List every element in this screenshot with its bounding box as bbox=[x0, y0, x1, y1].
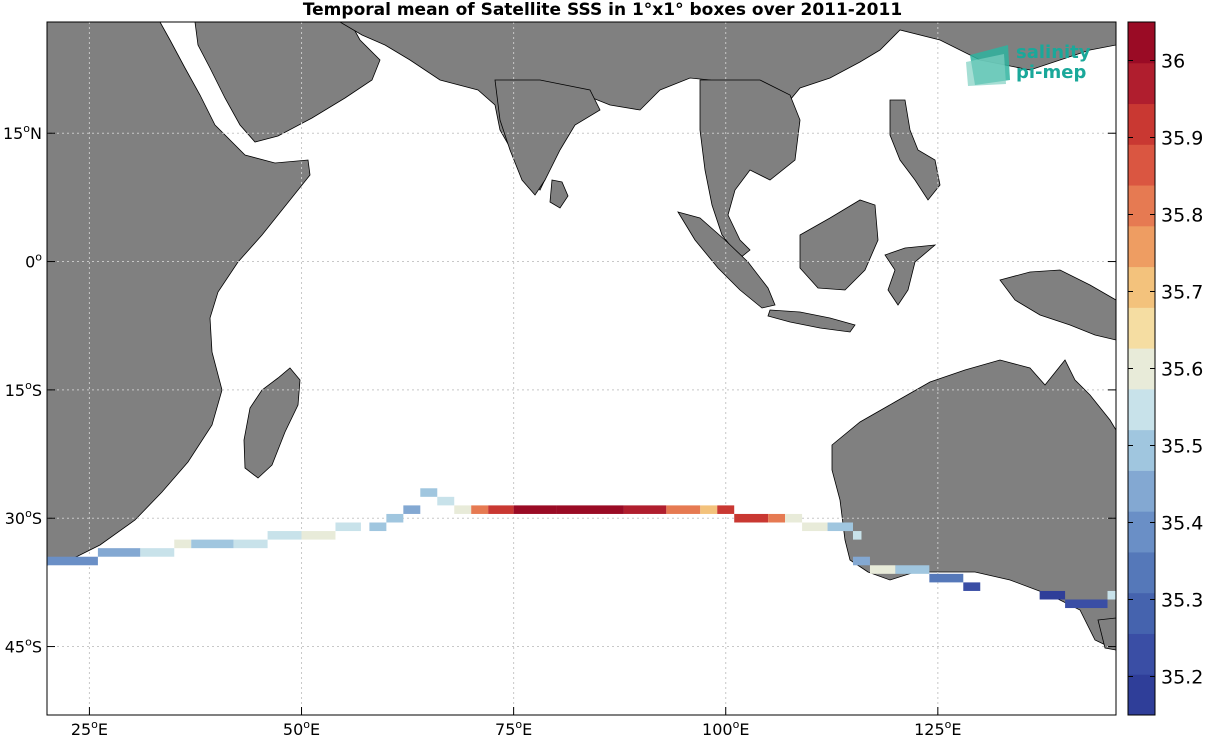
colorbar: 35.2 35.3 35.4 35.5 35.6 35.7 35.8 35.9 36 bbox=[1127, 21, 1203, 716]
axis-labels: 25oE 50oE 75oE 100oE 125oE 15oN 0o 15oS 30oS 45oS bbox=[3, 122, 1116, 739]
colorbar-tick-label: 35.8 bbox=[1161, 205, 1203, 227]
sss-cell bbox=[191, 539, 234, 549]
colorbar-band bbox=[1128, 22, 1155, 64]
land-india bbox=[494, 79, 601, 196]
lon-tick-label: 125oE bbox=[914, 718, 961, 739]
sss-cell bbox=[852, 531, 862, 540]
colorbar-band bbox=[1128, 185, 1155, 227]
colorbar-ticks: 35.2 35.3 35.4 35.5 35.6 35.7 35.8 35.9 36 bbox=[1128, 51, 1203, 689]
sss-cell bbox=[1107, 590, 1116, 600]
sss-cell bbox=[802, 522, 828, 532]
logo-line-1: salinity bbox=[1016, 42, 1091, 63]
sss-cells bbox=[47, 488, 1116, 609]
land-indochina bbox=[699, 79, 801, 259]
sss-cell bbox=[488, 505, 514, 514]
sss-cell bbox=[386, 513, 404, 523]
colorbar-tick-label: 35.6 bbox=[1161, 359, 1203, 381]
sss-cell bbox=[420, 488, 438, 497]
sss-cell bbox=[963, 582, 981, 591]
sss-cell bbox=[267, 531, 302, 540]
sss-cell bbox=[335, 522, 361, 532]
sss-cell bbox=[1039, 590, 1066, 600]
lat-tick-label: 15oN bbox=[3, 122, 42, 143]
sss-cell bbox=[717, 505, 735, 514]
colorbar-tick-label: 35.3 bbox=[1161, 590, 1203, 612]
land-philippines bbox=[889, 99, 941, 201]
sss-cell bbox=[174, 539, 192, 549]
land-java bbox=[767, 309, 856, 333]
sss-cell bbox=[666, 505, 701, 514]
land-sri-lanka bbox=[549, 179, 569, 209]
colorbar-bands bbox=[1128, 22, 1155, 716]
sss-cell bbox=[852, 556, 870, 566]
sss-cell bbox=[785, 513, 803, 523]
sss-cell bbox=[513, 505, 557, 514]
land-masses bbox=[47, 22, 1116, 651]
land-borneo bbox=[799, 199, 879, 291]
colorbar-band bbox=[1128, 551, 1155, 594]
sss-cell bbox=[369, 522, 387, 532]
sss-cell bbox=[768, 513, 786, 523]
colorbar-tick-label: 35.2 bbox=[1161, 667, 1203, 689]
land-tasmania bbox=[1097, 617, 1116, 651]
sss-cell bbox=[623, 505, 667, 514]
sss-cell bbox=[233, 539, 268, 549]
sss-cell bbox=[869, 565, 896, 574]
land-arabia bbox=[194, 22, 381, 143]
sss-cell bbox=[827, 522, 853, 532]
logo-line-2: pi-mep bbox=[1016, 62, 1086, 83]
sss-cell bbox=[140, 548, 175, 557]
sss-cell bbox=[454, 505, 472, 514]
colorbar-band bbox=[1128, 674, 1155, 716]
sss-cell bbox=[97, 548, 141, 557]
lon-tick-label: 75oE bbox=[495, 718, 532, 739]
colorbar-band bbox=[1128, 225, 1155, 268]
colorbar-band bbox=[1128, 633, 1155, 675]
sss-cell bbox=[47, 556, 98, 566]
sss-cell bbox=[1065, 599, 1108, 609]
sss-cell bbox=[471, 505, 489, 514]
colorbar-band bbox=[1128, 103, 1155, 145]
land-sulawesi bbox=[884, 244, 937, 306]
sss-cell bbox=[700, 505, 718, 514]
sss-cell bbox=[929, 573, 964, 583]
lon-tick-label: 50oE bbox=[283, 718, 320, 739]
lon-tick-label: 100oE bbox=[702, 718, 749, 739]
land-sumatra bbox=[677, 211, 776, 309]
salinity-pi-mep-logo: salinity pi-mep bbox=[966, 42, 1091, 86]
colorbar-band bbox=[1128, 144, 1155, 186]
colorbar-band bbox=[1128, 470, 1155, 512]
colorbar-band bbox=[1128, 592, 1155, 634]
colorbar-band bbox=[1128, 62, 1155, 105]
colorbar-band bbox=[1128, 307, 1155, 349]
colorbar-band bbox=[1128, 429, 1155, 471]
colorbar-band bbox=[1128, 388, 1155, 431]
lat-tick-label: 30oS bbox=[5, 507, 42, 528]
graticule bbox=[47, 22, 1116, 715]
map-title: Temporal mean of Satellite SSS in 1°x1° … bbox=[302, 0, 903, 20]
land-madagascar bbox=[243, 367, 301, 479]
lon-tick-label: 25oE bbox=[71, 718, 108, 739]
colorbar-band bbox=[1128, 266, 1155, 308]
lat-tick-label: 15oS bbox=[5, 379, 42, 400]
lat-tick-label: 45oS bbox=[5, 636, 42, 657]
sss-cell bbox=[403, 505, 421, 514]
sss-cell bbox=[734, 513, 769, 523]
colorbar-tick-label: 35.9 bbox=[1161, 128, 1203, 150]
colorbar-tick-label: 35.4 bbox=[1161, 513, 1203, 535]
colorbar-tick-label: 36 bbox=[1161, 51, 1185, 73]
colorbar-tick-label: 35.7 bbox=[1161, 282, 1203, 304]
sss-cell bbox=[301, 531, 336, 540]
colorbar-band bbox=[1128, 511, 1155, 553]
colorbar-tick-label: 35.5 bbox=[1161, 436, 1203, 458]
sss-cell bbox=[895, 565, 930, 574]
lat-tick-label: 0o bbox=[25, 251, 42, 272]
sss-cell bbox=[556, 505, 624, 514]
land-new-guinea bbox=[999, 269, 1116, 341]
sss-cell bbox=[437, 496, 455, 506]
map-frame bbox=[46, 21, 1117, 716]
map-area bbox=[47, 22, 1116, 715]
